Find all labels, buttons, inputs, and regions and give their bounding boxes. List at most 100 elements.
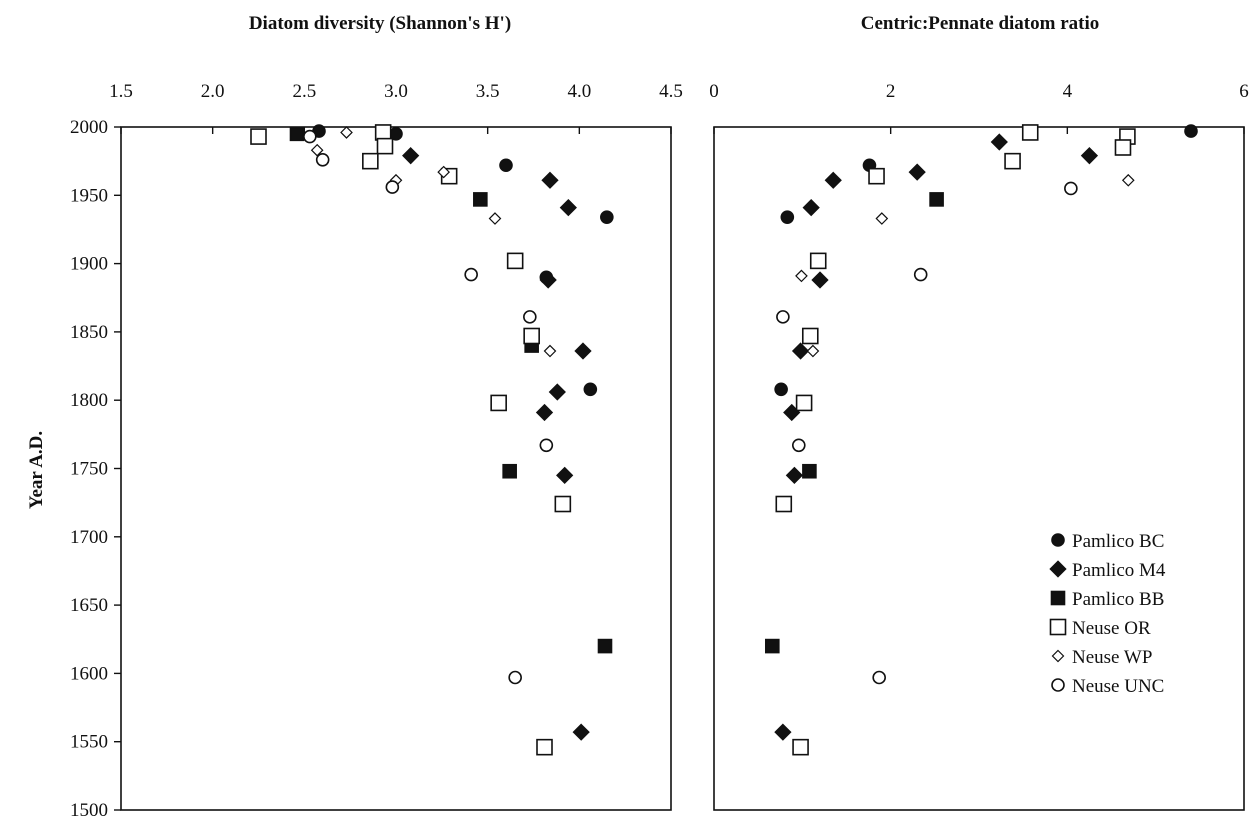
plot-frame bbox=[713, 126, 1245, 811]
series-pamlico-m4 bbox=[402, 147, 592, 741]
y-tick-label: 1500 bbox=[70, 800, 108, 821]
series-neuse-or bbox=[775, 124, 1136, 756]
y-tick-label: 1600 bbox=[70, 663, 108, 684]
y-tick-label: 1650 bbox=[70, 595, 108, 616]
data-point bbox=[437, 165, 451, 179]
data-point bbox=[535, 403, 554, 422]
data-point bbox=[875, 212, 889, 225]
data-point bbox=[780, 210, 795, 224]
legend-item: Pamlico BC bbox=[1051, 531, 1164, 552]
data-point bbox=[539, 438, 554, 453]
legend-label: Neuse UNC bbox=[1072, 676, 1164, 697]
data-point bbox=[1004, 152, 1021, 170]
data-point bbox=[908, 163, 926, 181]
data-point bbox=[556, 466, 574, 484]
data-point bbox=[310, 143, 324, 157]
data-point bbox=[802, 463, 817, 479]
legend-marker bbox=[1049, 560, 1067, 578]
legend-item: Neuse OR bbox=[1049, 618, 1151, 639]
legend-marker bbox=[1051, 678, 1065, 692]
data-point bbox=[499, 158, 513, 173]
x-tick-label: 1.5 bbox=[109, 81, 133, 102]
legend-marker bbox=[1051, 649, 1065, 663]
data-point bbox=[250, 128, 267, 145]
data-point bbox=[548, 383, 566, 401]
data-point bbox=[774, 723, 792, 741]
legend-item: Pamlico BB bbox=[1050, 589, 1164, 610]
legend-item: Neuse WP bbox=[1051, 647, 1152, 668]
y-tick-label: 1850 bbox=[70, 322, 108, 343]
panel-title: Diatom diversity (Shannon's H') bbox=[249, 13, 511, 34]
data-point bbox=[785, 466, 804, 484]
data-point bbox=[824, 171, 842, 189]
data-point bbox=[806, 344, 820, 358]
data-point bbox=[990, 133, 1008, 151]
plot-frame bbox=[120, 126, 672, 811]
data-point bbox=[791, 342, 810, 360]
data-point bbox=[315, 152, 330, 167]
x-tick-label: 4.0 bbox=[567, 81, 591, 102]
series-pamlico-m4 bbox=[774, 133, 1099, 741]
panel-title: Centric:Pennate diatom ratio bbox=[861, 13, 1100, 34]
data-point bbox=[541, 171, 559, 189]
series-neuse-wp bbox=[310, 126, 557, 358]
series-neuse-unc bbox=[303, 129, 554, 685]
data-point bbox=[490, 394, 507, 412]
legend-label: Pamlico BB bbox=[1072, 589, 1164, 610]
legend-item: Neuse UNC bbox=[1051, 676, 1164, 697]
y-tick-label: 1550 bbox=[70, 732, 108, 753]
x-tick-label: 3.0 bbox=[384, 81, 408, 102]
data-point bbox=[574, 342, 592, 360]
data-point bbox=[488, 212, 502, 225]
data-point bbox=[464, 267, 478, 282]
data-point bbox=[572, 723, 590, 741]
y-tick-label: 1800 bbox=[70, 390, 108, 411]
data-point bbox=[929, 192, 944, 207]
data-point bbox=[539, 271, 557, 289]
x-tick-label: 2.0 bbox=[201, 81, 225, 102]
data-point bbox=[543, 344, 557, 358]
x-tick-label: 2.5 bbox=[292, 81, 316, 102]
data-point bbox=[583, 382, 598, 397]
series-neuse-unc bbox=[776, 181, 1078, 685]
y-axis-label: Year A.D. bbox=[26, 431, 47, 509]
x-tick-label: 4.5 bbox=[659, 81, 683, 102]
data-point bbox=[1064, 181, 1078, 196]
data-point bbox=[872, 670, 886, 685]
y-tick-label: 1900 bbox=[70, 254, 108, 275]
data-point bbox=[508, 670, 522, 685]
data-point bbox=[536, 738, 553, 756]
y-tick-label: 1700 bbox=[70, 527, 108, 548]
legend-label: Neuse OR bbox=[1072, 618, 1151, 639]
data-point bbox=[1114, 139, 1132, 156]
data-point bbox=[868, 167, 885, 185]
x-tick-label: 3.5 bbox=[476, 81, 500, 102]
data-point bbox=[374, 124, 392, 141]
x-tick-label: 4 bbox=[1063, 81, 1073, 102]
y-tick-label: 2000 bbox=[70, 117, 108, 138]
data-point bbox=[303, 129, 317, 144]
data-point bbox=[523, 327, 540, 345]
legend-label: Neuse WP bbox=[1072, 647, 1152, 668]
legend: Pamlico BC Pamlico M4 Pamlico BB Neuse OR Ne… bbox=[1049, 531, 1166, 697]
data-point bbox=[809, 252, 827, 270]
data-point bbox=[1021, 124, 1039, 141]
data-point bbox=[802, 198, 820, 217]
data-point bbox=[801, 327, 819, 345]
data-point bbox=[289, 126, 305, 142]
data-point bbox=[597, 638, 613, 654]
x-tick-label: 2 bbox=[886, 81, 896, 102]
y-tick-label: 1950 bbox=[70, 185, 108, 206]
data-point bbox=[913, 267, 928, 282]
legend-marker bbox=[1050, 590, 1066, 606]
data-point bbox=[1080, 147, 1099, 165]
legend-item: Pamlico M4 bbox=[1049, 560, 1166, 581]
data-point bbox=[795, 269, 808, 283]
series-pamlico-bc bbox=[312, 124, 614, 397]
legend-label: Pamlico BC bbox=[1072, 531, 1164, 552]
data-point bbox=[473, 192, 488, 207]
legend-marker bbox=[1051, 533, 1065, 547]
data-point bbox=[502, 463, 517, 479]
data-point bbox=[376, 137, 394, 155]
